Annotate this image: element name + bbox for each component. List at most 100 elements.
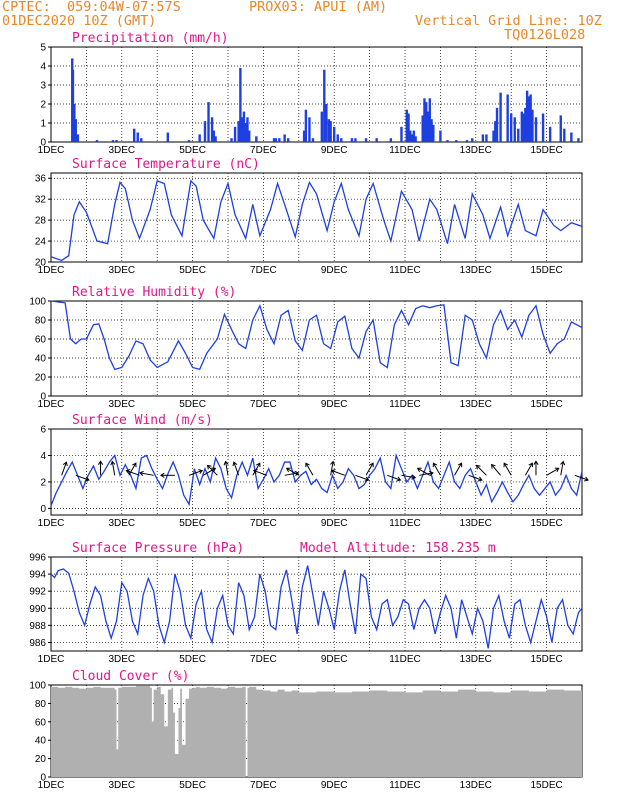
wind-vector-shaft	[253, 470, 268, 476]
precip-bar	[354, 138, 357, 142]
precip-bar	[494, 121, 497, 142]
wind-vector-head	[364, 476, 370, 482]
wind-vector-shaft	[126, 470, 140, 476]
precip-bar	[510, 113, 513, 142]
precip-bar	[492, 130, 495, 142]
precip-bar	[375, 138, 378, 142]
precip-bar	[446, 140, 449, 142]
precip-bar	[336, 134, 339, 142]
wind-vector-shaft	[61, 461, 67, 476]
wind-vector-shaft	[419, 472, 434, 476]
x-tick-label: 11DEC	[389, 145, 421, 156]
wind-vector-shaft	[546, 467, 559, 476]
x-tick-label: 5DEC	[179, 518, 206, 529]
precip-bar	[520, 111, 524, 142]
wind-vector-shaft	[139, 472, 154, 476]
x-tick-label: 9DEC	[321, 399, 348, 410]
y-tick-label: 36	[35, 174, 47, 185]
wind-vector-head	[285, 467, 291, 473]
wind-vector-head	[477, 476, 483, 482]
panel-2-frame	[50, 300, 583, 397]
wind-vector-shaft	[305, 462, 314, 476]
wind-vector-head	[369, 462, 374, 468]
x-tick-label: 5DEC	[179, 145, 206, 156]
precip-bar	[237, 121, 240, 142]
precip-bar	[272, 138, 276, 142]
wind-vector-shaft	[207, 465, 218, 476]
y-tick-label: 1	[40, 119, 46, 130]
x-tick-label: 11DEC	[389, 654, 421, 665]
precip-bar	[412, 130, 416, 142]
x-tick-label: 9DEC	[321, 780, 348, 791]
y-tick-label: 2	[40, 477, 46, 488]
precip-bar	[136, 132, 139, 142]
wind-vector-head	[256, 462, 261, 468]
wind-vector-shaft	[252, 462, 261, 476]
precip-bar	[421, 115, 424, 142]
x-tick-label: 15DEC	[530, 399, 562, 410]
x-tick-label: 13DEC	[460, 265, 492, 276]
wind-vector-head	[110, 460, 116, 466]
precip-bar	[255, 136, 258, 142]
precip-bar	[187, 140, 191, 142]
precip-bar	[506, 94, 509, 142]
y-tick-label: 20	[35, 373, 47, 384]
wind-vector-head	[84, 476, 90, 482]
wind-vector-head	[330, 469, 336, 474]
precip-bar	[405, 109, 408, 142]
precip-bar	[76, 134, 80, 142]
x-tick-label: 9DEC	[321, 265, 348, 276]
x-tick-label: 5DEC	[179, 265, 206, 276]
precip-bar	[73, 104, 76, 142]
precip-bar	[302, 130, 306, 142]
precip-bar	[240, 117, 244, 142]
y-tick-label: 996	[29, 553, 46, 564]
precip-bar	[465, 140, 469, 142]
precip-bar	[364, 138, 368, 142]
wind-vector-head	[294, 470, 300, 476]
y-tick-label: 986	[29, 638, 46, 649]
x-tick-label: 7DEC	[250, 265, 277, 276]
precip-bar	[246, 117, 249, 142]
precip-bar	[548, 126, 552, 142]
precip-bar	[329, 121, 332, 142]
x-tick-label: 3DEC	[108, 399, 135, 410]
y-tick-label: 40	[35, 736, 47, 747]
x-tick-label: 15DEC	[530, 265, 562, 276]
wind-vector-head	[429, 470, 434, 476]
wind-vector-shaft	[560, 461, 564, 476]
precip-bar	[325, 104, 328, 142]
panel-4-frame	[50, 556, 583, 652]
wind-vector-shaft	[454, 462, 462, 476]
y-tick-label: 20	[35, 258, 47, 269]
precip-bar	[304, 109, 308, 142]
precip-bar	[327, 119, 331, 142]
precip-bar	[111, 140, 115, 142]
y-tick-label: 32	[35, 195, 47, 206]
precip-bar	[534, 117, 538, 142]
precip-bar	[132, 128, 136, 142]
precip-bar	[432, 124, 435, 142]
y-tick-label: 0	[40, 138, 46, 149]
precip-bar	[425, 102, 428, 142]
precip-bar	[311, 138, 315, 142]
x-tick-label: 11DEC	[389, 518, 421, 529]
x-tick-label: 15DEC	[530, 780, 562, 791]
x-tick-label: 15DEC	[530, 518, 562, 529]
panel-title: Relative Humidity (%)	[72, 285, 236, 300]
wind-vector-shaft	[286, 467, 300, 476]
y-tick-label: 0	[40, 773, 46, 784]
panel-title: Surface Wind (m/s)	[72, 413, 213, 428]
wind-vector-shaft	[468, 474, 483, 481]
x-tick-label: 9DEC	[321, 145, 348, 156]
wind-vector-head	[305, 462, 310, 468]
x-tick-label: 3DEC	[108, 145, 135, 156]
wind-vector-head	[457, 462, 463, 468]
precip-bar	[559, 115, 562, 142]
wind-vector-shaft	[128, 462, 137, 476]
precip-bar	[286, 138, 290, 142]
wind-vector-head	[252, 469, 258, 474]
y-tick-label: 28	[35, 216, 47, 227]
model-altitude: Model Altitude: 158.235 m	[300, 541, 496, 556]
precip-bar	[471, 138, 474, 142]
